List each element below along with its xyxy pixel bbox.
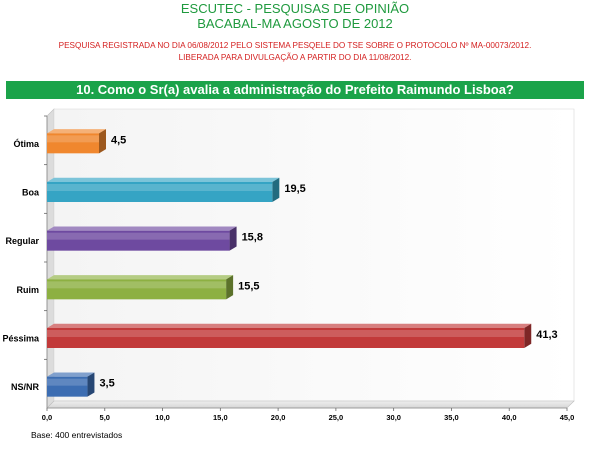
bars-group	[47, 129, 532, 397]
bar-0	[47, 133, 99, 154]
bar-highlight-1	[47, 184, 273, 191]
question-title: 10. Como o Sr(a) avalia a administração …	[6, 81, 584, 99]
registration-note-line2: LIBERADA PARA DIVULGAÇÃO A PARTIR DO DIA…	[178, 53, 412, 62]
x-tick-label: 40,0	[502, 413, 517, 422]
category-label-4: Péssima	[2, 334, 40, 344]
registration-note-line1: PESQUISA REGISTRADA NO DIA 06/08/2012 PE…	[58, 41, 532, 50]
left-wall	[46, 108, 55, 409]
category-label-1: Boa	[22, 188, 40, 198]
bar-top-5	[47, 372, 95, 377]
bar-highlight-4	[47, 330, 525, 337]
x-tick-label: 10,0	[155, 413, 170, 422]
value-label-2: 15,8	[242, 232, 263, 244]
header-subtitle: BACABAL-MA AGOSTO DE 2012	[197, 16, 393, 31]
x-tick-label: 20,0	[271, 413, 286, 422]
value-label-1: 19,5	[284, 183, 305, 195]
x-tick-label: 15,0	[213, 413, 228, 422]
x-tick-label: 45,0	[560, 413, 575, 422]
chart-background	[44, 108, 575, 411]
bar-5	[47, 376, 88, 397]
labels-group: 0,0 5,0 10,0 15,0 20,0 25,0 30,0 35,0 40,0 45,0 Ót…	[2, 134, 574, 422]
bar-4	[47, 328, 525, 348]
bar-top-4	[47, 323, 532, 328]
x-tick-label: 5,0	[100, 413, 110, 422]
bar-2	[47, 230, 230, 251]
bar-highlight-0	[47, 135, 99, 143]
bar-side-4	[524, 323, 532, 348]
value-label-5: 3,5	[99, 378, 114, 390]
x-tick-label: 25,0	[329, 413, 344, 422]
bar-top-0	[47, 129, 106, 134]
bar-highlight-3	[47, 281, 227, 289]
x-tick-label: 0,0	[42, 413, 52, 422]
chart-floor	[46, 400, 575, 409]
bar-top-3	[47, 275, 234, 280]
sample-base-note: Base: 400 entrevistados	[31, 430, 123, 440]
back-wall	[53, 108, 575, 402]
bar-side-2	[229, 226, 237, 251]
x-tick-label: 35,0	[444, 413, 459, 422]
bar-highlight-5	[47, 378, 88, 386]
bar-top-2	[47, 226, 237, 231]
bar-side-1	[272, 177, 280, 202]
x-tick-label: 30,0	[386, 413, 401, 422]
value-label-0: 4,5	[111, 134, 126, 146]
bar-chart: 0,0 5,0 10,0 15,0 20,0 25,0 30,0 35,0 40,0 45,0 Ót…	[2, 108, 575, 422]
header-title: ESCUTEC - PESQUISAS DE OPINIÃO	[180, 1, 410, 16]
bar-side-0	[99, 129, 106, 154]
value-label-4: 41,3	[536, 329, 557, 341]
category-label-2: Regular	[5, 236, 39, 246]
bar-side-3	[226, 275, 234, 300]
category-label-0: Ótima	[13, 138, 40, 149]
bar-highlight-2	[47, 232, 230, 240]
bar-side-5	[87, 372, 95, 397]
value-label-3: 15,5	[238, 280, 259, 292]
bar-top-1	[47, 177, 280, 182]
category-label-5: NS/NR	[11, 382, 40, 392]
bar-1	[47, 182, 273, 202]
bar-3	[47, 279, 227, 300]
category-label-3: Ruim	[17, 285, 40, 295]
